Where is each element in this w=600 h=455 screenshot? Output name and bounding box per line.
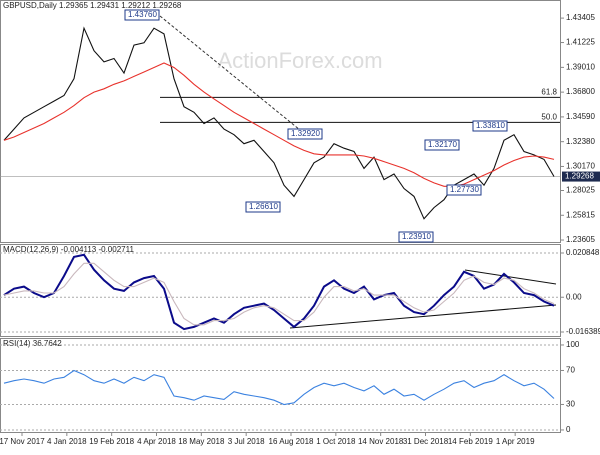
last-price-label: 1.29268: [565, 172, 594, 181]
x-tick-label: 1 Oct 2018: [316, 437, 356, 446]
price-annotation: 1.32920: [291, 129, 320, 138]
chart-title: GBPUSD,Daily 1.29365 1.29431 1.29212 1.2…: [3, 1, 182, 10]
x-tick-label: 17 Nov 2017: [0, 437, 45, 446]
y-tick-label: 30: [566, 400, 575, 409]
panel-frame: [0, 244, 561, 337]
series-line: [3, 62, 555, 187]
x-tick-label: 4 Apr 2018: [137, 437, 176, 446]
price-annotation-box: [398, 231, 434, 243]
series-line: [3, 26, 555, 220]
price-annotation-box: [446, 184, 482, 196]
y-tick-label: 1.32380: [566, 137, 595, 146]
price-annotation-box: [245, 201, 281, 213]
y-tick-label: 1.43405: [566, 13, 595, 22]
x-tick-label: 14 Feb 2019: [448, 437, 493, 446]
x-tick-label: 14 Nov 2018: [358, 437, 404, 446]
y-tick-label: 0.00: [566, 292, 582, 301]
price-annotation-box: [124, 9, 160, 21]
price-annotation: 1.32170: [428, 140, 457, 149]
y-tick-label: 0: [566, 425, 571, 434]
y-tick-label: -0.016389: [566, 327, 600, 336]
x-tick-label: 16 Aug 2018: [269, 437, 314, 446]
price-annotation: 1.26610: [249, 202, 278, 211]
y-tick-label: 0.020848: [566, 248, 600, 257]
trend-line: [289, 304, 557, 329]
y-tick-label: 1.25815: [566, 210, 595, 219]
panel-title: RSI(14) 36.7642: [3, 339, 62, 348]
trend-line: [159, 15, 301, 131]
price-annotation: 1.23910: [402, 232, 431, 241]
y-tick-label: 1.30170: [566, 162, 595, 171]
price-annotation: 1.27730: [450, 185, 479, 194]
y-tick-label: 70: [566, 366, 575, 375]
price-annotation-box: [424, 139, 460, 151]
fib-label: 50.0: [541, 113, 557, 122]
price-annotation: 1.43760: [128, 10, 157, 19]
y-tick-label: 1.34590: [566, 112, 595, 121]
y-tick-label: 1.23605: [566, 235, 595, 244]
series-line: [3, 262, 555, 326]
price-annotation: 1.33810: [476, 121, 505, 130]
fib-label: 61.8: [541, 88, 557, 97]
y-tick-label: 1.41225: [566, 38, 595, 47]
last-price-box: [562, 171, 600, 182]
x-tick-label: 3 Jul 2018: [228, 437, 265, 446]
y-tick-label: 100: [566, 340, 580, 349]
panel-title: MACD(12,26,9) -0.004113 -0.002711: [3, 245, 134, 254]
x-tick-label: 4 Jan 2018: [47, 437, 87, 446]
series-line: [3, 253, 555, 331]
panel-frame: [0, 0, 561, 243]
x-tick-label: 1 Apr 2019: [496, 437, 535, 446]
x-tick-label: 18 May 2018: [178, 437, 225, 446]
price-annotation-box: [472, 120, 508, 132]
x-tick-label: 19 Feb 2018: [89, 437, 134, 446]
x-tick-label: 31 Dec 2018: [403, 437, 449, 446]
trend-line: [464, 269, 557, 285]
y-tick-label: 1.36800: [566, 87, 595, 96]
panel-frame: [0, 338, 561, 433]
series-line: [3, 369, 555, 406]
price-annotation-box: [287, 128, 323, 140]
y-tick-label: 1.39010: [566, 62, 595, 71]
watermark: ActionForex.com: [217, 48, 382, 73]
y-tick-label: 1.28025: [566, 186, 595, 195]
